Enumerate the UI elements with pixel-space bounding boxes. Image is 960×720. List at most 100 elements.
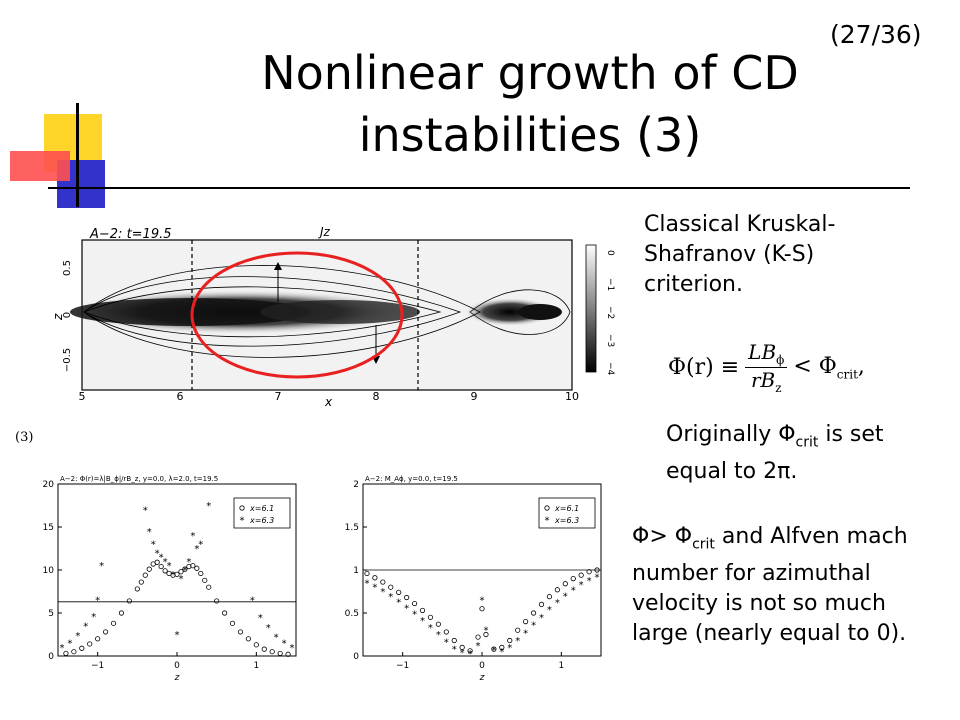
data-point-circle [110, 620, 117, 626]
data-point-star: * [182, 566, 187, 577]
arrow-up-head [274, 262, 282, 270]
chart-title: A−2: Φ(r)=λ|B_ϕ|/rB_z, y=0.0, λ=2.0, t=1… [60, 475, 218, 483]
data-point-circle [475, 634, 481, 640]
data-point-circle [134, 586, 140, 592]
data-point-circle [146, 566, 152, 572]
contour-core-right [260, 300, 420, 324]
data-point-circle [182, 566, 188, 572]
data-point-star: * [587, 576, 592, 587]
data-point-star: * [444, 638, 449, 649]
data-point-circle [364, 570, 370, 577]
data-point-circle [483, 631, 489, 638]
decor-red-square [10, 151, 70, 181]
contour-ytick-0: 0 [62, 312, 73, 318]
contour-xtick-7: 7 [275, 390, 282, 403]
data-point-circle [269, 649, 275, 655]
data-point-star: * [491, 645, 496, 656]
data-point-circle [194, 565, 200, 571]
xtick-label: 0 [479, 661, 485, 671]
ytick-label: 0 [48, 652, 54, 662]
data-point-circle [459, 644, 465, 650]
data-point-star: * [372, 583, 377, 594]
data-point-star: * [99, 561, 104, 572]
contour-header: A−2: t=19.5 [89, 227, 172, 242]
data-point-circle [206, 584, 212, 590]
contour-figure: A−2: t=19.5 Jz z x 5 6 7 8 9 10 0.5 0 −0… [51, 225, 615, 409]
contour-ylabel: z [51, 313, 65, 321]
data-point-star: * [143, 505, 148, 516]
data-point-circle [467, 648, 473, 654]
data-point-star: * [190, 531, 195, 542]
legend-marker-star: * [545, 516, 550, 527]
data-point-circle [443, 629, 449, 635]
data-point-star: * [460, 648, 465, 659]
data-point-circle [570, 576, 576, 582]
contour-field-label: Jz [318, 225, 331, 239]
contour-xlabel: x [324, 395, 333, 409]
data-point-star: * [428, 623, 433, 634]
data-point-star: * [476, 641, 481, 652]
data-point-star: * [282, 639, 287, 650]
legend-label: x=6.3 [554, 516, 579, 525]
data-point-circle [178, 569, 184, 575]
data-point-star: * [507, 643, 512, 654]
ytick-label: 15 [43, 523, 54, 533]
data-point-circle [229, 620, 236, 626]
data-point-circle [451, 637, 457, 644]
data-point-circle [162, 568, 168, 574]
data-point-circle [380, 579, 386, 585]
contour-xtick-10: 10 [565, 390, 579, 403]
x-axis-label: z [174, 673, 180, 683]
data-point-circle [95, 636, 101, 642]
data-point-star: * [404, 603, 409, 614]
ytick-label: 20 [43, 480, 55, 490]
xtick-label: 0 [174, 661, 180, 671]
data-point-star: * [412, 609, 417, 620]
legend-marker-star: * [240, 516, 245, 527]
ytick-label: 1.5 [345, 523, 359, 533]
mach-number-text: Φ> Φcrit and Alfven mach number for azim… [632, 524, 908, 647]
data-point-circle [479, 606, 485, 612]
legend-box [538, 497, 596, 529]
data-point-circle [237, 629, 244, 635]
data-point-circle [126, 598, 133, 604]
title-underline [48, 187, 910, 189]
data-point-star: * [67, 639, 72, 650]
data-point-star: * [147, 527, 152, 538]
data-point-star: * [396, 597, 401, 608]
data-point-circle [174, 571, 180, 577]
data-point-star: * [436, 630, 441, 641]
data-point-star: * [547, 605, 552, 616]
data-point-circle [554, 587, 560, 593]
colorbar-tick-2: −2 [605, 306, 615, 319]
contour-knot-core [518, 304, 562, 320]
colorbar [585, 244, 597, 373]
contour-xtick-5: 5 [79, 390, 86, 403]
data-point-star: * [380, 587, 385, 598]
data-point-circle [499, 644, 505, 650]
colorbar-tick-0: 0 [605, 250, 615, 256]
data-point-star: * [171, 570, 176, 581]
data-point-star: * [95, 596, 100, 607]
data-point-circle [202, 577, 208, 583]
data-point-circle [427, 614, 434, 620]
data-point-star: * [206, 501, 211, 512]
data-point-star: * [83, 621, 88, 632]
data-point-circle [154, 559, 160, 565]
data-point-star: * [198, 540, 203, 551]
data-point-star: * [178, 574, 183, 585]
data-point-circle [253, 642, 259, 648]
data-point-star: * [91, 612, 96, 623]
data-point-circle [79, 645, 85, 651]
data-point-star: * [579, 580, 584, 591]
data-point-circle [396, 589, 402, 595]
data-point-circle [190, 563, 196, 569]
data-point-circle [578, 572, 584, 578]
data-point-circle [285, 651, 291, 657]
data-point-star: * [155, 548, 160, 559]
xtick-label: 1 [253, 661, 259, 671]
data-point-circle [214, 598, 220, 604]
data-point-star: * [531, 621, 536, 632]
contour-xtick-8: 8 [373, 390, 380, 403]
data-point-circle [158, 563, 164, 570]
